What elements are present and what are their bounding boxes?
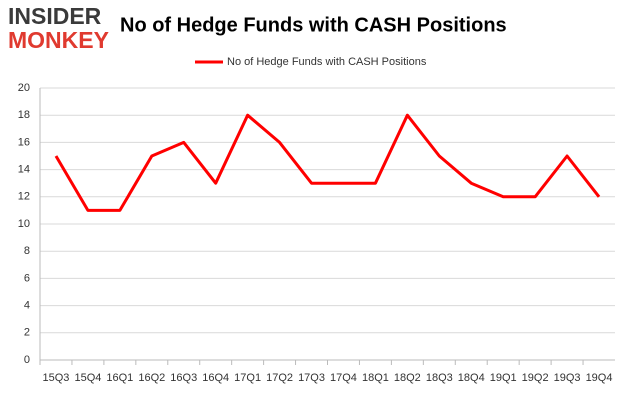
x-tick-label: 19Q3 xyxy=(554,372,581,384)
x-tick-label: 17Q2 xyxy=(266,372,293,384)
x-tick-label: 17Q4 xyxy=(330,372,357,384)
y-tick-label: 4 xyxy=(24,300,30,312)
chart-title: No of Hedge Funds with CASH Positions xyxy=(120,14,507,36)
y-tick-label: 0 xyxy=(24,354,30,366)
x-tick-label: 16Q4 xyxy=(202,372,229,384)
x-tick-label: 16Q1 xyxy=(106,372,133,384)
x-tick-label: 18Q2 xyxy=(394,372,421,384)
y-tick-label: 20 xyxy=(18,82,30,94)
x-tick-label: 18Q1 xyxy=(362,372,389,384)
x-tick-label: 16Q2 xyxy=(138,372,165,384)
legend-label: No of Hedge Funds with CASH Positions xyxy=(227,56,427,68)
y-tick-label: 2 xyxy=(24,327,30,339)
x-tick-label: 17Q3 xyxy=(298,372,325,384)
logo-bottom: MONKEY xyxy=(8,27,109,53)
x-tick-label: 19Q2 xyxy=(522,372,549,384)
y-tick-label: 8 xyxy=(24,245,30,257)
x-tick-label: 17Q1 xyxy=(234,372,261,384)
x-tick-label: 15Q4 xyxy=(74,372,101,384)
logo-top: INSIDER xyxy=(8,3,102,29)
y-tick-label: 6 xyxy=(24,272,30,284)
y-tick-label: 10 xyxy=(18,218,30,230)
y-tick-label: 18 xyxy=(18,109,30,121)
data-line xyxy=(54,113,601,212)
y-tick-label: 12 xyxy=(18,191,30,203)
x-tick-label: 15Q3 xyxy=(43,372,70,384)
x-tick-label: 18Q3 xyxy=(426,372,453,384)
x-tick-label: 19Q1 xyxy=(490,372,517,384)
y-tick-label: 16 xyxy=(18,136,30,148)
x-tick-label: 19Q4 xyxy=(586,372,613,384)
x-tick-label: 16Q3 xyxy=(170,372,197,384)
x-tick-label: 18Q4 xyxy=(458,372,485,384)
y-tick-label: 14 xyxy=(18,164,30,176)
